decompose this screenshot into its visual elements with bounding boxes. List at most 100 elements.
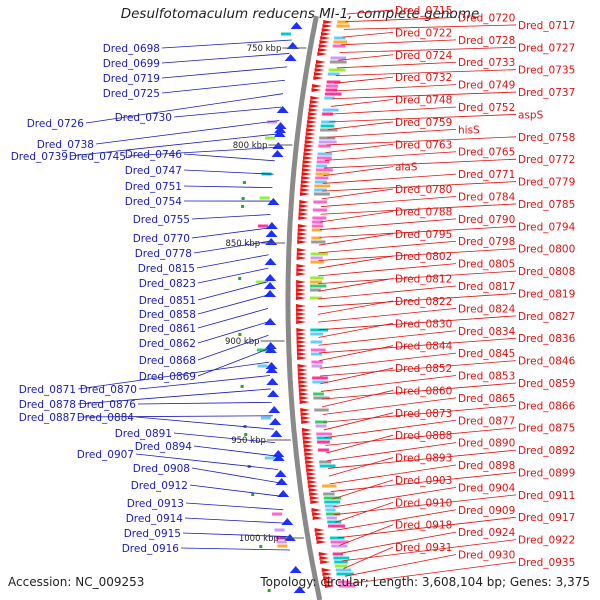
reverse-gene-mark (277, 490, 290, 497)
cog-bar (311, 364, 323, 368)
left-gene-label: Dred_0869 (139, 371, 196, 383)
right-gene-label: Dred_0790 (458, 214, 515, 226)
cog-bar (311, 360, 323, 364)
right-leader-line (317, 293, 517, 308)
right-leader-line (326, 442, 457, 462)
cog-bar (326, 512, 341, 516)
right-gene-label: Dred_0853 (458, 371, 515, 383)
left-gene-label: Dred_0698 (103, 43, 160, 55)
cog-bar (336, 572, 354, 576)
right-gene-label: Dred_0931 (395, 542, 452, 554)
right-gene-label: Dred_0909 (458, 505, 515, 517)
right-gene-label: Dred_0860 (395, 385, 452, 397)
right-gene-label: Dred_0779 (518, 177, 575, 189)
right-gene-label: Dred_0748 (395, 95, 452, 107)
cog-bar (310, 288, 321, 292)
right-leader-line (336, 509, 457, 531)
right-gene-label: Dred_0759 (395, 117, 452, 129)
right-gene-label: aspS (518, 109, 544, 121)
cog-bar (327, 520, 342, 524)
forward-gene-mark (303, 156, 314, 160)
left-gene-label: Dred_0891 (115, 428, 172, 440)
reverse-gene-mark (274, 470, 287, 477)
right-leader-line (322, 181, 517, 192)
reverse-gene-mark (286, 42, 299, 49)
cog-bar (334, 560, 348, 564)
reverse-gene-mark (276, 106, 289, 113)
left-gene-label: Dred_0747 (125, 165, 182, 177)
right-leader-line (344, 554, 457, 577)
right-leader-line (318, 330, 457, 346)
right-gene-label: Dred_0910 (395, 497, 452, 509)
cog-bar (316, 160, 330, 164)
forward-gene-mark (313, 76, 324, 80)
forward-gene-mark (296, 340, 307, 344)
forward-gene-mark (302, 160, 313, 164)
right-leader-line (320, 375, 457, 392)
cog-bar (310, 340, 323, 344)
cog-bar (320, 128, 338, 132)
forward-gene-mark (297, 224, 308, 228)
forward-gene-mark (309, 492, 320, 496)
left-gene-label: Dred_0815 (138, 263, 195, 275)
forward-gene-mark (322, 24, 333, 28)
right-leader-line (319, 218, 457, 231)
left-leader-line (197, 281, 269, 301)
forward-gene-mark (302, 432, 313, 436)
right-gene-label: Dred_0724 (395, 50, 453, 62)
forward-gene-mark (297, 356, 308, 360)
reverse-gene-mark (266, 378, 279, 385)
right-gene-label: Dred_0827 (518, 311, 575, 323)
forward-gene-mark (296, 328, 307, 332)
forward-gene-mark (296, 308, 307, 312)
cog-bar (329, 536, 345, 540)
left-gene-label: Dred_0862 (139, 338, 196, 350)
left-gene-label: Dred_0725 (103, 88, 160, 100)
left-gene-label: Dred_0870 (80, 384, 137, 396)
right-leader-line (339, 524, 394, 546)
reverse-gene-mark (265, 222, 278, 229)
gc-dot (259, 545, 263, 548)
left-leader-line (182, 532, 288, 537)
cog-bar (327, 524, 345, 528)
right-gene-label: Dred_0752 (458, 102, 515, 114)
right-leader-line (317, 278, 394, 292)
forward-gene-mark (307, 480, 318, 484)
forward-gene-mark (306, 128, 317, 132)
left-gene-label: Dred_0884 (77, 412, 135, 424)
forward-gene-mark (296, 344, 307, 348)
forward-gene-mark (308, 484, 319, 488)
left-leader-line (138, 375, 271, 390)
right-gene-label: Dred_0875 (518, 423, 575, 435)
right-gene-label: Dred_0899 (518, 467, 575, 479)
right-leader-line (340, 39, 457, 46)
right-gene-label: Dred_0918 (395, 520, 452, 532)
right-gene-label: Dred_0824 (458, 303, 516, 315)
left-leader-line (197, 321, 269, 344)
right-gene-label: Dred_0892 (518, 445, 575, 457)
cog-bar (312, 208, 328, 212)
left-leader-line (173, 432, 276, 444)
right-leader-line (318, 263, 457, 277)
left-gene-label: Dred_0878 (19, 399, 76, 411)
right-gene-label: Dred_0717 (518, 20, 575, 32)
forward-gene-mark (306, 468, 317, 472)
forward-gene-mark (299, 400, 310, 404)
forward-gene-mark (314, 68, 325, 72)
cog-bar (331, 544, 348, 548)
left-leader-line (189, 484, 282, 497)
reverse-gene-mark (270, 430, 283, 437)
forward-gene-mark (309, 496, 320, 500)
forward-gene-mark (296, 268, 307, 272)
right-gene-label: Dred_0859 (518, 378, 575, 390)
right-gene-label: Dred_0728 (458, 35, 515, 47)
forward-gene-mark (299, 392, 310, 396)
cog-bar (316, 164, 328, 168)
forward-gene-mark (302, 164, 313, 168)
right-leader-line (319, 360, 517, 377)
left-leader-line (69, 133, 278, 157)
genome-summary: Topology: circular; Length: 3,608,104 bp… (260, 575, 590, 589)
cog-bar (318, 144, 331, 148)
right-gene-label: Dred_0888 (395, 430, 452, 442)
cog-bar (312, 216, 327, 220)
